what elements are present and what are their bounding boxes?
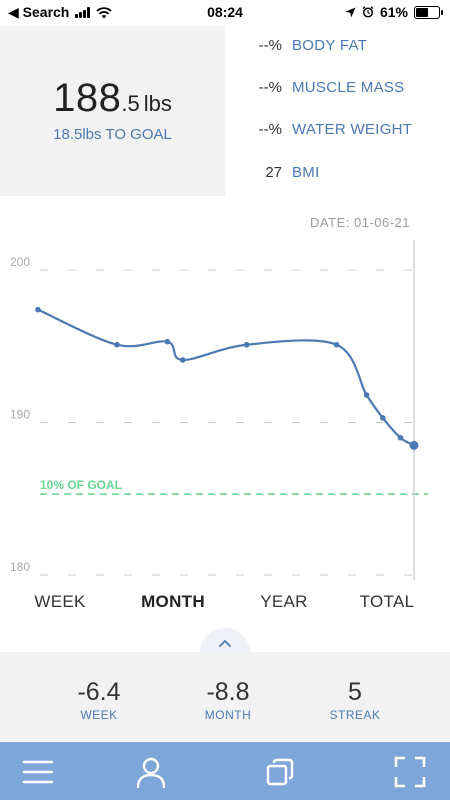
y-tick-label: 200: [10, 255, 30, 269]
metric-label: BODY FAT: [292, 36, 368, 54]
current-weight-panel: 188.5 lbs 18.5lbs TO GOAL: [0, 26, 225, 196]
weight-trend-chart[interactable]: 200 190 180 10% OF GOAL: [0, 235, 450, 585]
data-point: [333, 341, 340, 348]
status-right: 61%: [345, 4, 443, 20]
data-point: [179, 357, 186, 363]
metric-value: --%: [258, 78, 282, 96]
selected-data-point: [409, 440, 419, 450]
selected-date: DATE: 01-06-21: [310, 215, 410, 230]
stat-value: -8.8: [206, 678, 250, 706]
fullscreen-icon: [394, 756, 426, 788]
current-weight: 188.5 lbs: [0, 76, 225, 121]
battery-percent: 61%: [379, 4, 408, 20]
alarm-icon: [362, 6, 374, 18]
data-point: [114, 341, 120, 348]
to-goal-text: 18.5lbs TO GOAL: [53, 126, 172, 143]
back-label: ◀ Search: [8, 4, 70, 20]
metric-value: --%: [258, 36, 282, 54]
pages-icon: [266, 758, 294, 786]
battery-icon: [414, 5, 443, 19]
data-point: [397, 434, 404, 441]
data-point: [35, 306, 41, 313]
tab-total[interactable]: TOTAL: [359, 592, 415, 611]
data-point: [363, 392, 370, 398]
menu-icon: [22, 760, 54, 784]
weight-whole: 188: [53, 76, 122, 120]
metric-value: 27: [265, 163, 282, 181]
metric-muscle-mass[interactable]: --% MUSCLE MASS: [230, 72, 405, 102]
data-point: [243, 341, 250, 348]
metric-label: MUSCLE MASS: [292, 78, 405, 96]
stat-streak: 5 STREAK: [295, 678, 415, 722]
wifi-icon: [96, 6, 112, 18]
nav-pages[interactable]: [262, 754, 298, 790]
weight-unit: lbs: [143, 91, 172, 116]
goal-line-label: 10% OF GOAL: [40, 478, 122, 492]
stat-week: -6.4 WEEK: [39, 678, 159, 722]
cellular-signal-icon: [75, 7, 91, 18]
status-bar: ◀ Search 08:24 61%: [0, 0, 450, 26]
location-arrow-icon: [345, 7, 356, 17]
weight-decimal: .5: [121, 91, 140, 116]
stats-panel: -6.4 WEEK -8.8 MONTH 5 STREAK: [0, 652, 450, 742]
data-point: [164, 338, 171, 345]
nav-profile[interactable]: [133, 754, 169, 790]
tab-month[interactable]: MONTH: [141, 592, 205, 611]
stat-value: 5: [348, 678, 362, 706]
stat-value: -6.4: [77, 678, 121, 706]
tab-year[interactable]: YEAR: [260, 592, 308, 611]
range-tabs: WEEK MONTH YEAR TOTAL: [0, 592, 450, 616]
back-to-search[interactable]: ◀ Search: [8, 4, 112, 21]
y-tick-label: 190: [10, 408, 30, 422]
bottom-nav: [0, 742, 450, 800]
weight-series-line: [37, 308, 415, 447]
status-time: 08:24: [207, 4, 243, 20]
stat-label: MONTH: [204, 708, 252, 722]
chevron-up-icon: [219, 639, 231, 647]
profile-icon: [136, 757, 166, 788]
y-tick-label: 180: [10, 560, 30, 574]
stat-label: STREAK: [329, 708, 381, 722]
metric-label: WATER WEIGHT: [292, 120, 413, 138]
data-point: [379, 415, 386, 421]
metric-value: --%: [258, 120, 282, 138]
metric-label: BMI: [292, 163, 320, 181]
stat-label: WEEK: [80, 708, 118, 722]
nav-menu[interactable]: [20, 754, 56, 790]
metric-bmi[interactable]: 27 BMI: [230, 157, 320, 187]
metric-water-weight[interactable]: --% WATER WEIGHT: [230, 114, 412, 144]
tab-week[interactable]: WEEK: [34, 592, 86, 611]
metric-body-fat[interactable]: --% BODY FAT: [230, 30, 367, 60]
nav-fullscreen[interactable]: [392, 754, 428, 790]
stat-month: -8.8 MONTH: [168, 678, 288, 722]
